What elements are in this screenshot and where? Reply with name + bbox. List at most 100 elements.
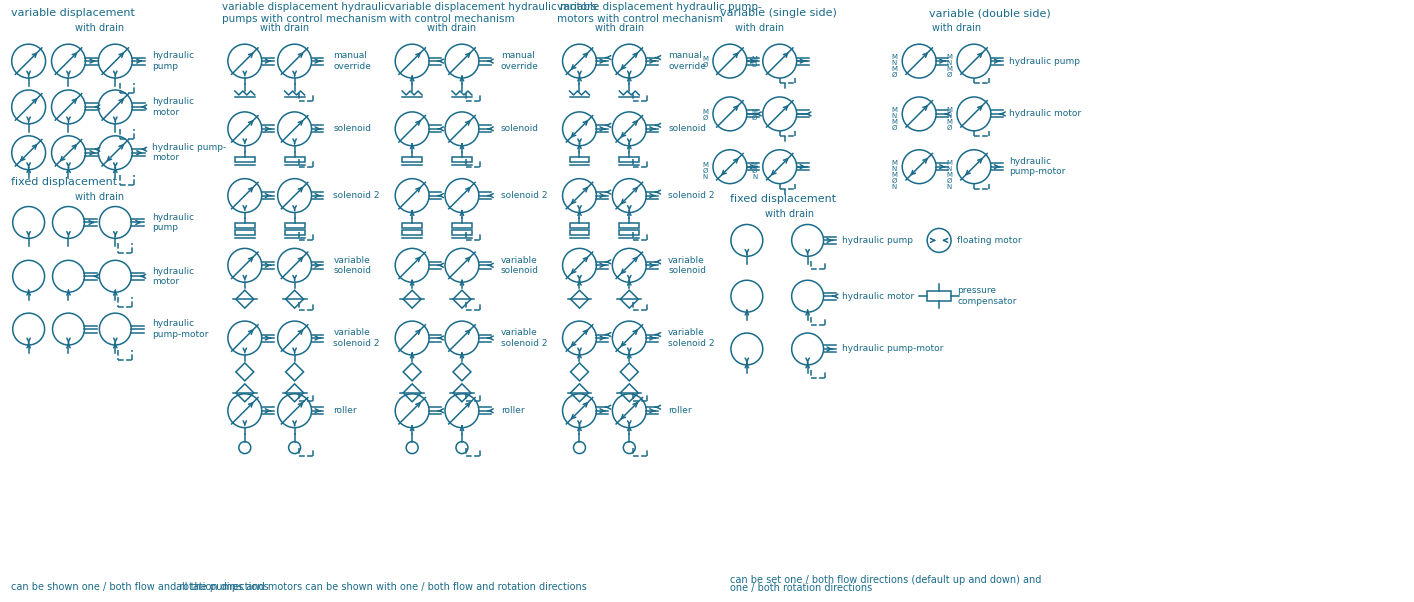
Bar (284, 157, 304, 162)
Text: Ø: Ø (703, 115, 707, 121)
Text: Ø: Ø (752, 168, 758, 173)
Text: Ø: Ø (703, 168, 707, 173)
Text: variable
solenoid: variable solenoid (501, 256, 539, 275)
Text: can be shown one / both flow and rotation directions: can be shown one / both flow and rotatio… (11, 582, 269, 592)
Text: manual
override: manual override (334, 51, 372, 71)
Text: hydraulic
pump-motor: hydraulic pump-motor (1008, 157, 1065, 176)
Text: solenoid 2: solenoid 2 (501, 191, 547, 200)
Bar (284, 223, 304, 228)
Text: hydraulic pump-motor: hydraulic pump-motor (843, 344, 945, 353)
Text: manual
override: manual override (669, 51, 706, 71)
Bar (619, 231, 639, 235)
Text: M: M (752, 56, 758, 62)
Bar (928, 291, 952, 301)
Text: variable
solenoid 2: variable solenoid 2 (669, 328, 714, 348)
Text: variable (single side): variable (single side) (720, 8, 837, 18)
Text: hydraulic pump: hydraulic pump (1008, 57, 1080, 66)
Bar (619, 157, 639, 162)
Bar (402, 157, 423, 162)
Text: solenoid 2: solenoid 2 (669, 191, 714, 200)
Text: Ø: Ø (946, 72, 952, 78)
Text: M: M (701, 56, 708, 62)
Text: with drain: with drain (595, 23, 643, 33)
Text: M: M (891, 107, 898, 113)
Text: floating motor: floating motor (957, 236, 1022, 245)
Text: hydraulic
pump-motor: hydraulic pump-motor (153, 319, 208, 339)
Text: M: M (891, 119, 898, 125)
Text: with drain: with drain (427, 23, 477, 33)
Text: M: M (946, 119, 952, 125)
Text: M: M (946, 54, 952, 60)
Text: N: N (892, 113, 896, 119)
Text: M: M (946, 160, 952, 166)
Bar (402, 231, 423, 235)
Text: hydraulic
motor: hydraulic motor (153, 98, 194, 117)
Text: N: N (703, 173, 707, 179)
Text: solenoid: solenoid (669, 125, 706, 133)
Bar (452, 231, 472, 235)
Text: N: N (946, 113, 952, 119)
Text: M: M (946, 172, 952, 178)
Text: variable displacement: variable displacement (11, 8, 134, 18)
Text: variable displacement hydraulic
pumps with control mechanism: variable displacement hydraulic pumps wi… (222, 2, 390, 24)
Text: with drain: with drain (932, 23, 981, 33)
Bar (284, 231, 304, 235)
Text: hydraulic
pump: hydraulic pump (153, 51, 194, 71)
Text: solenoid 2: solenoid 2 (334, 191, 380, 200)
Bar (235, 223, 255, 228)
Text: variable displacement hydraulic motors
with control mechanism: variable displacement hydraulic motors w… (389, 2, 597, 24)
Bar (619, 223, 639, 228)
Text: hydraulic pump-
motor: hydraulic pump- motor (153, 143, 226, 163)
Text: variable
solenoid 2: variable solenoid 2 (334, 328, 380, 348)
Text: Ø: Ø (752, 62, 758, 68)
Text: M: M (752, 109, 758, 115)
Text: fixed displacement: fixed displacement (11, 176, 117, 187)
Text: variable
solenoid: variable solenoid (334, 256, 372, 275)
Text: variable
solenoid: variable solenoid (669, 256, 706, 275)
Text: with drain: with drain (75, 23, 124, 33)
Bar (570, 157, 590, 162)
Text: Ø: Ø (892, 125, 896, 131)
Text: M: M (946, 107, 952, 113)
Text: M: M (891, 54, 898, 60)
Text: Ø: Ø (752, 115, 758, 121)
Text: hydraulic motor: hydraulic motor (1008, 110, 1080, 119)
Text: N: N (946, 60, 952, 66)
Text: with drain: with drain (765, 208, 814, 219)
Text: variable displacement hydraulic pump-
motors with control mechanism: variable displacement hydraulic pump- mo… (557, 2, 761, 24)
Text: roller: roller (334, 406, 358, 415)
Text: fixed displacement: fixed displacement (730, 194, 836, 203)
Bar (570, 223, 590, 228)
Text: Ø: Ø (946, 125, 952, 131)
Text: variable
solenoid 2: variable solenoid 2 (501, 328, 547, 348)
Text: Ø: Ø (892, 178, 896, 184)
Text: with drain: with drain (260, 23, 310, 33)
Text: M: M (701, 162, 708, 168)
Text: M: M (752, 162, 758, 168)
Text: N: N (946, 184, 952, 190)
Bar (570, 231, 590, 235)
Text: with drain: with drain (75, 191, 124, 202)
Text: M: M (891, 172, 898, 178)
Text: M: M (891, 66, 898, 72)
Text: variable (double side): variable (double side) (929, 8, 1051, 18)
Bar (402, 223, 423, 228)
Text: manual
override: manual override (501, 51, 539, 71)
Text: N: N (752, 173, 758, 179)
Text: hydraulic
motor: hydraulic motor (153, 267, 194, 286)
Bar (235, 231, 255, 235)
Text: roller: roller (669, 406, 691, 415)
Text: M: M (946, 66, 952, 72)
Text: all the pumps and motors can be shown with one / both flow and rotation directio: all the pumps and motors can be shown wi… (175, 582, 587, 592)
Text: N: N (892, 60, 896, 66)
Text: Ø: Ø (703, 62, 707, 68)
Text: pressure
compensator: pressure compensator (957, 287, 1017, 306)
Text: M: M (701, 109, 708, 115)
Text: hydraulic pump: hydraulic pump (843, 236, 913, 245)
Bar (452, 157, 472, 162)
Text: M: M (891, 160, 898, 166)
Text: solenoid: solenoid (501, 125, 539, 133)
Text: roller: roller (501, 406, 525, 415)
Text: N: N (892, 166, 896, 172)
Text: hydraulic motor: hydraulic motor (843, 292, 915, 300)
